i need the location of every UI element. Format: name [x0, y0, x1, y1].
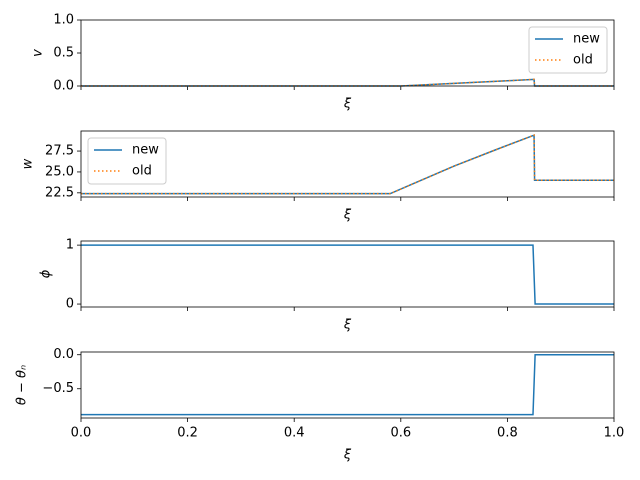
- y-axis-label: θ − θₙ: [15, 365, 30, 405]
- x-axis-label: ξ: [343, 318, 352, 333]
- axes-frame: [80, 240, 615, 308]
- axes-frame: [80, 19, 615, 87]
- y-axis-label: w: [21, 158, 36, 169]
- y-tick-label: 0.0: [53, 79, 74, 94]
- x-tick-label: 0.0: [71, 426, 92, 441]
- legend-label: old: [573, 53, 593, 68]
- y-tick-label: 0.0: [53, 347, 74, 362]
- axes-frame: [80, 130, 615, 198]
- axes-frame: [80, 351, 615, 419]
- y-tick-label: 0.5: [53, 46, 74, 61]
- y-axis-label: v: [31, 49, 46, 57]
- legend-label: new: [132, 143, 159, 158]
- legend-label: old: [132, 164, 152, 179]
- data-line: [81, 134, 614, 195]
- y-tick-label: 27.5: [45, 144, 74, 159]
- legend: new old: [528, 26, 608, 74]
- y-tick-label: −0.5: [42, 381, 74, 396]
- y-tick-label: 1.0: [53, 13, 74, 28]
- y-axis-label: ϕ: [39, 269, 54, 278]
- x-axis-label: ξ: [343, 448, 352, 463]
- y-tick-label: 1: [66, 238, 74, 253]
- x-tick-label: 1.0: [604, 426, 625, 441]
- legend-label: new: [573, 32, 600, 47]
- x-tick-label: 0.2: [177, 426, 198, 441]
- data-line: [81, 244, 614, 305]
- x-axis-label: ξ: [343, 97, 352, 112]
- x-axis-label: ξ: [343, 208, 352, 223]
- data-line: [81, 353, 614, 416]
- x-tick-label: 0.8: [497, 426, 518, 441]
- x-tick-label: 0.6: [390, 426, 411, 441]
- legend: new old: [87, 137, 167, 185]
- x-tick-label: 0.4: [284, 426, 305, 441]
- y-tick-label: 25.0: [45, 164, 74, 179]
- y-tick-label: 0: [66, 297, 74, 312]
- y-tick-label: 22.5: [45, 185, 74, 200]
